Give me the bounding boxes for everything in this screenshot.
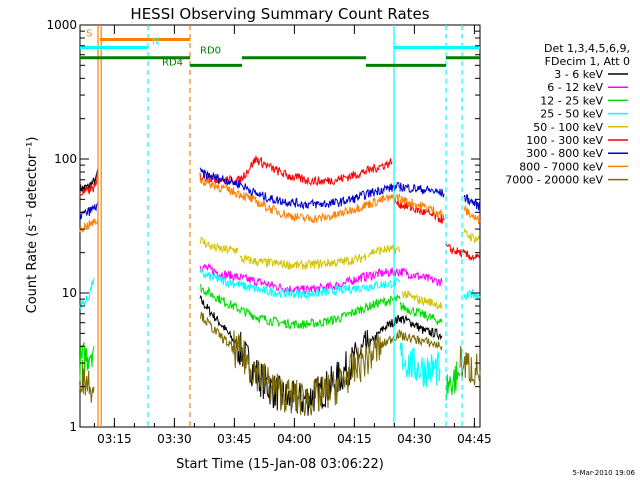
y-tick-label-0: 1 xyxy=(69,420,77,434)
legend-header-line-1: Det 1,3,4,5,6,9, xyxy=(544,42,630,55)
y-tick-label-2: 100 xyxy=(54,152,77,166)
flag-label-2: RD0 xyxy=(200,46,221,57)
series-8-segment-3 xyxy=(459,345,481,386)
legend-label-1: 6 - 12 keV xyxy=(547,81,603,94)
series-3-segment-3 xyxy=(463,289,481,301)
flag-label-3: RD4 xyxy=(162,58,183,69)
series-6-segment-3 xyxy=(463,194,481,211)
series-4-segment-0 xyxy=(199,236,239,255)
series-7-segment-3 xyxy=(463,204,481,225)
legend-label-6: 300 - 800 keV xyxy=(526,147,603,160)
plot-area: S N RD0 RD4 xyxy=(79,24,481,428)
series-5-segment-0 xyxy=(79,171,99,196)
series-5-segment-3 xyxy=(445,243,481,262)
series-4-segment-1 xyxy=(239,253,367,271)
legend-label-0: 3 - 6 keV xyxy=(554,68,603,81)
legend: Det 1,3,4,5,6,9, FDecim 1, Att 0 3 - 6 k… xyxy=(505,42,630,187)
legend-label-7: 800 - 7000 keV xyxy=(519,160,603,173)
legend-label-3: 25 - 50 keV xyxy=(540,108,603,121)
series-1-segment-0 xyxy=(199,262,401,296)
legend-label-2: 12 - 25 keV xyxy=(540,94,603,107)
y-tick-label-1: 10 xyxy=(62,286,77,300)
series-2-segment-0 xyxy=(79,341,95,382)
series-4-segment-4 xyxy=(463,228,481,245)
legend-label-5: 100 - 300 keV xyxy=(526,134,603,147)
series-8-segment-1 xyxy=(199,311,401,416)
series-2-segment-2 xyxy=(399,301,443,326)
x-tick-label-1: 03:30 xyxy=(157,432,192,446)
x-tick-label-4: 04:15 xyxy=(337,432,372,446)
flag-label-1: N xyxy=(152,37,159,48)
series-6-segment-0 xyxy=(79,201,99,220)
chart-title: HESSI Observing Summary Count Rates xyxy=(130,5,429,23)
legend-header-line-2: FDecim 1, Att 0 xyxy=(545,55,630,68)
x-tick-label-2: 03:45 xyxy=(217,432,252,446)
series-3-segment-0 xyxy=(79,277,95,311)
y-axis: 1 10 100 1000 xyxy=(46,18,480,434)
series-8-segment-0 xyxy=(79,359,95,403)
legend-label-8: 7000 - 20000 keV xyxy=(505,174,603,187)
legend-label-4: 50 - 100 keV xyxy=(533,121,603,134)
series-4-segment-2 xyxy=(367,244,401,258)
series-0-segment-2 xyxy=(399,314,443,341)
series-5-segment-2 xyxy=(393,198,445,224)
series-0-segment-0 xyxy=(79,168,99,194)
date-stamp: 5-Mar-2010 19:06 xyxy=(573,469,636,477)
x-axis: 03:15 03:30 03:45 04:00 04:15 04:30 04:45 xyxy=(93,25,492,446)
series-2-segment-1 xyxy=(199,284,401,330)
x-tick-label-5: 04:30 xyxy=(397,432,432,446)
series-6-segment-2 xyxy=(399,182,445,198)
series-4-segment-3 xyxy=(401,289,443,311)
series-7-segment-2 xyxy=(399,196,445,220)
x-tick-label-0: 03:15 xyxy=(97,432,132,446)
series-7-segment-1 xyxy=(199,176,401,224)
series-8-segment-2 xyxy=(399,330,443,352)
x-tick-label-3: 04:00 xyxy=(277,432,312,446)
series-3-segment-1 xyxy=(199,268,401,300)
series-3-segment-2 xyxy=(399,342,441,388)
series-2-segment-3 xyxy=(445,361,461,401)
x-tick-label-6: 04:45 xyxy=(457,432,492,446)
y-tick-label-3: 1000 xyxy=(46,18,77,32)
series-group xyxy=(79,154,481,416)
flag-label-0: S xyxy=(86,29,92,40)
plot-frame xyxy=(79,24,481,428)
series-1-segment-1 xyxy=(399,267,443,287)
series-6-segment-1 xyxy=(199,167,401,210)
series-7-segment-0 xyxy=(79,218,99,234)
y-axis-label: Count Rate (s⁻¹ detector⁻¹) xyxy=(25,137,40,314)
x-axis-label: Start Time (15-Jan-08 03:06:22) xyxy=(176,457,384,472)
